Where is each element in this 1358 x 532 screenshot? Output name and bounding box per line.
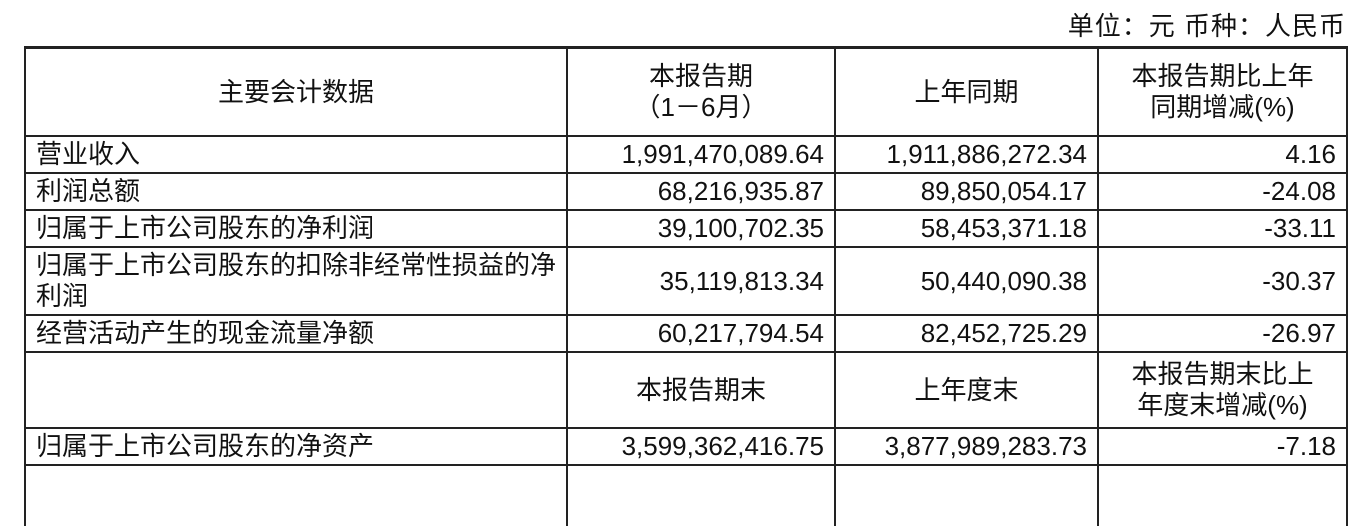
table-row: 归属于上市公司股东的净利润 39,100,702.35 58,453,371.18-… [24, 209, 1348, 248]
table-header-row-cell: 本报告期 （1－6月） [566, 46, 836, 137]
table-row-cell: -7.18 [1097, 427, 1348, 466]
table-row: 归属于上市公司股东的净资产 3,599,362,416.75 3,877,989,2… [24, 427, 1348, 466]
table-header-row-cell: 本报告期比上年 同期增减(%) [1097, 46, 1348, 137]
table-subheader-row-cell [24, 351, 568, 429]
table-row: 利润总额 68,216,935.87 89,850,054.17 -24.08 [24, 172, 1348, 211]
table-row-cell: 4.16 [1097, 135, 1348, 174]
table-row-partial-cell [24, 464, 568, 526]
table-row-cell: -24.08 [1097, 172, 1348, 211]
table-row-cell: 归属于上市公司股东的净资产 [24, 427, 568, 466]
table-row-cell: -26.97 [1097, 314, 1348, 353]
table-row-cell: 1,991,470,089.64 [566, 135, 836, 174]
table-row-partial [24, 464, 1348, 526]
table-row-partial-cell [566, 464, 836, 526]
table-row-cell: 60,217,794.54 [566, 314, 836, 353]
table-row-cell: 39,100,702.35 [566, 209, 836, 248]
table-header-row: 主要会计数据 本报告期 （1－6月） 上年同期 本报告期比上年 同期增减(%) [24, 46, 1348, 137]
table-row-partial-cell [834, 464, 1099, 526]
table-row-cell: 82,452,725.29 [834, 314, 1099, 353]
key-accounting-data-table: 主要会计数据 本报告期 （1－6月） 上年同期 本报告期比上年 同期增减(%) 营业收入… [24, 46, 1348, 526]
table-row-partial-cell [1097, 464, 1348, 526]
table-row-cell: 68,216,935.87 [566, 172, 836, 211]
unit-currency-note: 单位：元 币种：人民币 [1067, 11, 1346, 41]
table-row-cell: 经营活动产生的现金流量净额 [24, 314, 568, 353]
table-row-cell: -33.11 [1097, 209, 1348, 248]
table-row-cell: 营业收入 [24, 135, 568, 174]
table-row-cell: 归属于上市公司股东的净利润 [24, 209, 568, 248]
table-row: 营业收入 1,991,470,089.64 1,911,886,272.34 4.16 [24, 135, 1348, 174]
table-row-cell: 35,119,813.34 [566, 246, 836, 316]
table-row-cell: 50,440,090.38 [834, 246, 1099, 316]
table-subheader-row: 本报告期末 上年度末 本报告期末比上 年度末增减(%) [24, 351, 1348, 429]
table-row-cell: 1,911,886,272.34 [834, 135, 1099, 174]
table-header-row-cell: 上年同期 [834, 46, 1099, 137]
table-row-cell: -30.37 [1097, 246, 1348, 316]
table-row-cell: 89,850,054.17 [834, 172, 1099, 211]
table-row-cell: 58,453,371.18 [834, 209, 1099, 248]
table-subheader-row-cell: 本报告期末 [566, 351, 836, 429]
table-row-cell: 利润总额 [24, 172, 568, 211]
table-row-cell: 归属于上市公司股东的扣除非经常性损益的净利润 [24, 246, 568, 316]
table-row-cell: 3,877,989,283.73 [834, 427, 1099, 466]
table-row: 归属于上市公司股东的扣除非经常性损益的净利润 35,119,813.34 50,44… [24, 246, 1348, 316]
table-header-row-cell: 主要会计数据 [24, 46, 568, 137]
table-row-cell: 3,599,362,416.75 [566, 427, 836, 466]
table-subheader-row-cell: 上年度末 [834, 351, 1099, 429]
table-row: 经营活动产生的现金流量净额 60,217,794.54 82,452,725.29-… [24, 314, 1348, 353]
table-subheader-row-cell: 本报告期末比上 年度末增减(%) [1097, 351, 1348, 429]
